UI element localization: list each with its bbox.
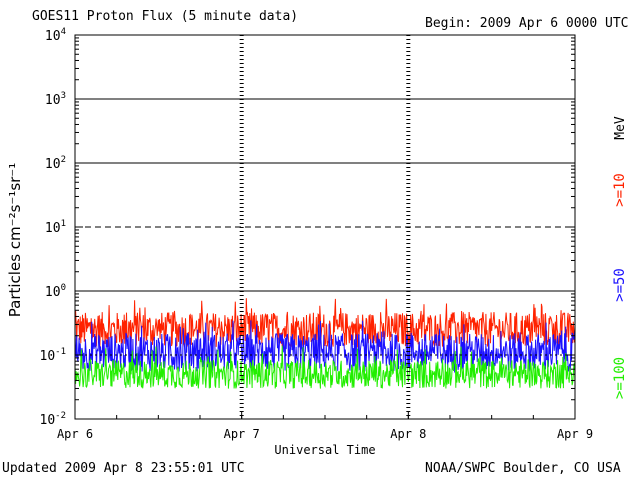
x-tick-label: Apr 6 (57, 427, 93, 441)
series-line (74, 298, 576, 348)
y-tick-label-minus-1: 10-1 (40, 347, 67, 364)
legend: >=10 >=50 >=100 (612, 173, 628, 399)
updated-time: Updated 2009 Apr 8 23:55:01 UTC (2, 461, 245, 476)
axis-layer: 10-2 10-1 100 101 102 103 104 Apr 6 Apr 7 Apr 8 Ap… (40, 27, 594, 441)
series-layer (74, 298, 576, 389)
x-tick-label: Apr 7 (224, 427, 260, 441)
y-tick-label-0: 100 (45, 283, 66, 300)
legend-entry: >=10 (612, 173, 628, 207)
y-tick-label-1: 101 (45, 219, 66, 236)
series-line (74, 320, 576, 374)
x-axis-label: Universal Time (274, 443, 375, 457)
grid-layer (75, 35, 575, 419)
y-tick-label-4: 104 (45, 27, 66, 44)
begin-time: Begin: 2009 Apr 6 0000 UTC (425, 16, 629, 31)
y-tick-label-minus-2: 10-2 (40, 411, 67, 428)
chart-title: GOES11 Proton Flux (5 minute data) (32, 9, 299, 24)
legend-entry: >=50 (612, 268, 628, 302)
series-line (74, 345, 576, 389)
legend-entry: >=100 (612, 357, 628, 399)
y-tick-label-2: 102 (45, 155, 66, 172)
y-axis-label: Particles cm⁻²s⁻¹sr⁻¹ (6, 163, 24, 317)
x-tick-label: Apr 8 (390, 427, 426, 441)
x-tick-label: Apr 9 (557, 427, 593, 441)
data-source: NOAA/SWPC Boulder, CO USA (425, 461, 621, 476)
unit-label: MeV (613, 116, 628, 140)
y-tick-label-3: 103 (45, 91, 66, 108)
